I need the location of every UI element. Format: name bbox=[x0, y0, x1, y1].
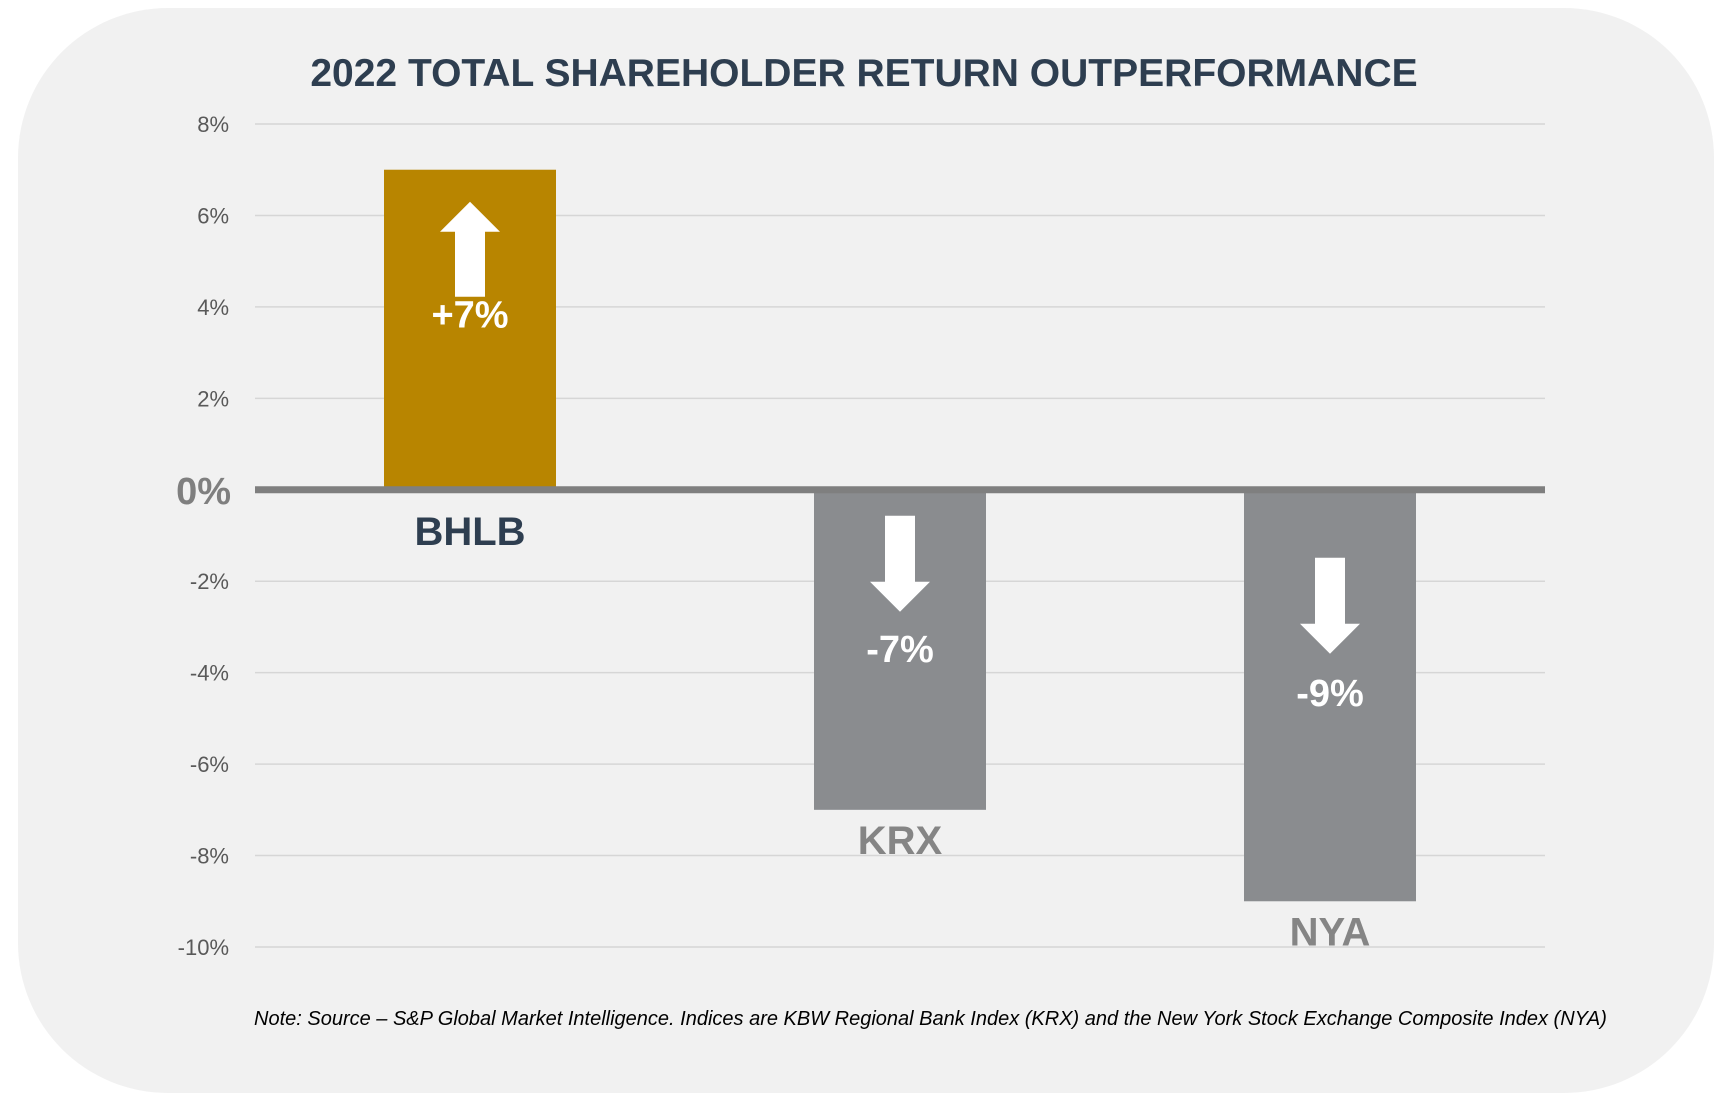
y-tick-label: -10% bbox=[178, 935, 229, 960]
y-tick-label: -4% bbox=[190, 661, 229, 686]
category-label-bhlb: BHLB bbox=[414, 510, 525, 554]
y-tick-label: 4% bbox=[197, 295, 229, 320]
arrow-up-icon bbox=[440, 201, 500, 297]
y-tick-label: 8% bbox=[197, 112, 229, 137]
bar-labels: +7% BHLB -7% KRX -9% NYA bbox=[414, 201, 1371, 954]
data-label-krx: -7% bbox=[866, 629, 934, 671]
data-label-nya: -9% bbox=[1296, 673, 1364, 715]
y-tick-label: 6% bbox=[197, 203, 229, 228]
y-tick-label: 2% bbox=[197, 386, 229, 411]
y-tick-label: -6% bbox=[190, 752, 229, 777]
y-tick-label-zero: 0% bbox=[176, 471, 231, 513]
category-label-nya: NYA bbox=[1290, 910, 1371, 954]
y-axis: 8% 6% 4% 2% 0% -2% -4% -6% -8% -10% bbox=[176, 112, 1545, 960]
chart-title: 2022 TOTAL SHAREHOLDER RETURN OUTPERFORM… bbox=[310, 52, 1417, 95]
category-label-krx: KRX bbox=[858, 819, 943, 863]
arrow-down-icon bbox=[870, 515, 930, 612]
data-label-bhlb: +7% bbox=[431, 295, 508, 337]
source-note: Note: Source – S&P Global Market Intelli… bbox=[254, 1008, 1607, 1030]
arrow-down-icon bbox=[1300, 557, 1360, 654]
y-tick-label: -2% bbox=[190, 569, 229, 594]
y-tick-label: -8% bbox=[190, 844, 229, 869]
